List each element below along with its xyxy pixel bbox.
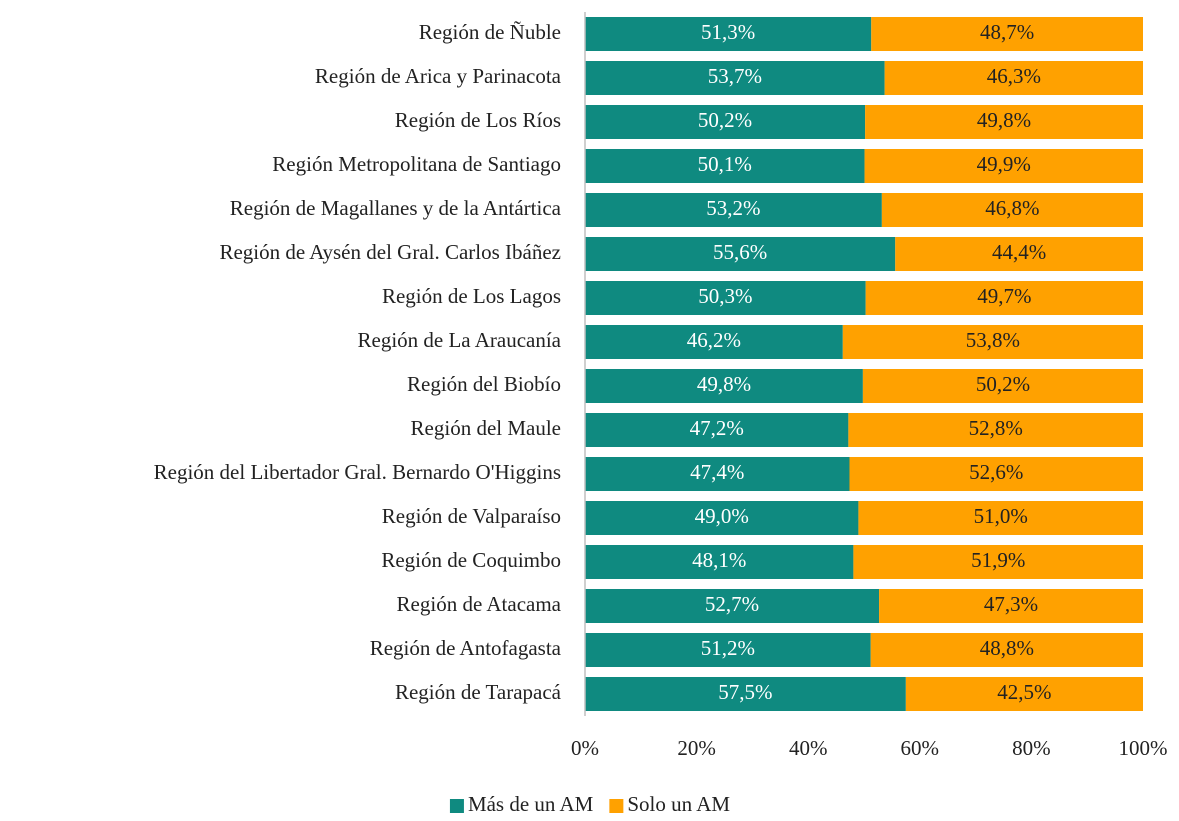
value-label: 49,9% bbox=[977, 152, 1031, 176]
value-label: 52,7% bbox=[705, 592, 759, 616]
bar-segment bbox=[895, 237, 1143, 271]
bar-segment bbox=[585, 501, 859, 535]
bar-segment bbox=[879, 589, 1143, 623]
y-tick-label: Región de Atacama bbox=[397, 592, 562, 616]
value-label: 49,0% bbox=[695, 504, 749, 528]
bar-segment bbox=[585, 105, 866, 139]
value-label: 50,2% bbox=[698, 108, 752, 132]
value-label: 50,2% bbox=[976, 372, 1030, 396]
bar-segment bbox=[853, 545, 1143, 579]
bar-segment bbox=[585, 589, 880, 623]
y-tick-label: Región de Aysén del Gral. Carlos Ibáñez bbox=[219, 240, 561, 264]
value-label: 46,2% bbox=[687, 328, 741, 352]
bar-segment bbox=[585, 17, 872, 51]
value-label: 57,5% bbox=[718, 680, 772, 704]
bar-segment bbox=[884, 61, 1143, 95]
bar-segment bbox=[870, 633, 1143, 667]
bar-segment bbox=[585, 369, 863, 403]
x-tick-label: 80% bbox=[1012, 736, 1051, 760]
legend-swatch bbox=[609, 799, 624, 813]
value-label: 47,3% bbox=[984, 592, 1038, 616]
bar-segment bbox=[842, 325, 1143, 359]
value-label: 51,9% bbox=[971, 548, 1025, 572]
y-tick-label: Región de La Araucanía bbox=[358, 328, 562, 352]
value-label: 52,8% bbox=[969, 416, 1023, 440]
bar-segment bbox=[585, 545, 854, 579]
value-label: 48,7% bbox=[980, 20, 1034, 44]
y-tick-label: Región de Los Ríos bbox=[395, 108, 561, 132]
bar-segment bbox=[585, 193, 882, 227]
bar-segment bbox=[585, 149, 865, 183]
bar-segment bbox=[585, 237, 896, 271]
bar-segment bbox=[585, 61, 885, 95]
legend-label: Solo un AM bbox=[627, 792, 730, 816]
bar-segment bbox=[585, 413, 849, 447]
value-label: 46,8% bbox=[985, 196, 1039, 220]
legend-swatch bbox=[449, 799, 464, 813]
y-tick-label: Región de Magallanes y de la Antártica bbox=[230, 196, 562, 220]
value-label: 49,7% bbox=[977, 284, 1031, 308]
bar-segment bbox=[881, 193, 1143, 227]
bar-segment bbox=[858, 501, 1143, 535]
x-tick-label: 20% bbox=[677, 736, 716, 760]
bar-segment bbox=[849, 457, 1143, 491]
y-tick-label: Región de Ñuble bbox=[419, 20, 561, 44]
value-label: 42,5% bbox=[997, 680, 1051, 704]
value-label: 47,4% bbox=[690, 460, 744, 484]
value-label: 53,8% bbox=[966, 328, 1020, 352]
value-label: 49,8% bbox=[977, 108, 1031, 132]
x-tick-label: 0% bbox=[571, 736, 599, 760]
legend-label: Más de un AM bbox=[468, 792, 594, 816]
value-label: 51,2% bbox=[701, 636, 755, 660]
bar-segment bbox=[585, 633, 871, 667]
y-tick-label: Región del Maule bbox=[411, 416, 561, 440]
bar-segment bbox=[865, 105, 1143, 139]
bar-segment bbox=[848, 413, 1143, 447]
value-label: 53,2% bbox=[706, 196, 760, 220]
bar-segment bbox=[585, 457, 850, 491]
value-label: 48,8% bbox=[980, 636, 1034, 660]
y-tick-label: Región Metropolitana de Santiago bbox=[272, 152, 561, 176]
y-tick-label: Región de Tarapacá bbox=[395, 680, 562, 704]
bar-segment bbox=[871, 17, 1143, 51]
bar-segment bbox=[585, 325, 843, 359]
value-label: 52,6% bbox=[969, 460, 1023, 484]
value-label: 53,7% bbox=[708, 64, 762, 88]
y-tick-label: Región de Los Lagos bbox=[382, 284, 561, 308]
y-tick-label: Región de Coquimbo bbox=[381, 548, 561, 572]
value-label: 50,1% bbox=[698, 152, 752, 176]
value-label: 47,2% bbox=[690, 416, 744, 440]
value-label: 48,1% bbox=[692, 548, 746, 572]
y-tick-label: Región del Biobío bbox=[407, 372, 561, 396]
bar-segment bbox=[865, 281, 1143, 315]
bar-segment bbox=[585, 281, 866, 315]
y-tick-label: Región de Valparaíso bbox=[382, 504, 561, 528]
y-tick-label: Región del Libertador Gral. Bernardo O'H… bbox=[154, 460, 561, 484]
x-tick-label: 40% bbox=[789, 736, 828, 760]
value-label: 49,8% bbox=[697, 372, 751, 396]
value-label: 46,3% bbox=[987, 64, 1041, 88]
bar-segment bbox=[862, 369, 1143, 403]
value-label: 50,3% bbox=[698, 284, 752, 308]
bar-segment bbox=[864, 149, 1143, 183]
x-tick-label: 60% bbox=[901, 736, 940, 760]
y-tick-label: Región de Antofagasta bbox=[370, 636, 562, 660]
value-label: 55,6% bbox=[713, 240, 767, 264]
value-label: 51,3% bbox=[701, 20, 755, 44]
bar-segment bbox=[905, 677, 1143, 711]
value-label: 51,0% bbox=[974, 504, 1028, 528]
bar-segment bbox=[585, 677, 906, 711]
y-tick-label: Región de Arica y Parinacota bbox=[315, 64, 562, 88]
x-tick-label: 100% bbox=[1119, 736, 1168, 760]
value-label: 44,4% bbox=[992, 240, 1046, 264]
